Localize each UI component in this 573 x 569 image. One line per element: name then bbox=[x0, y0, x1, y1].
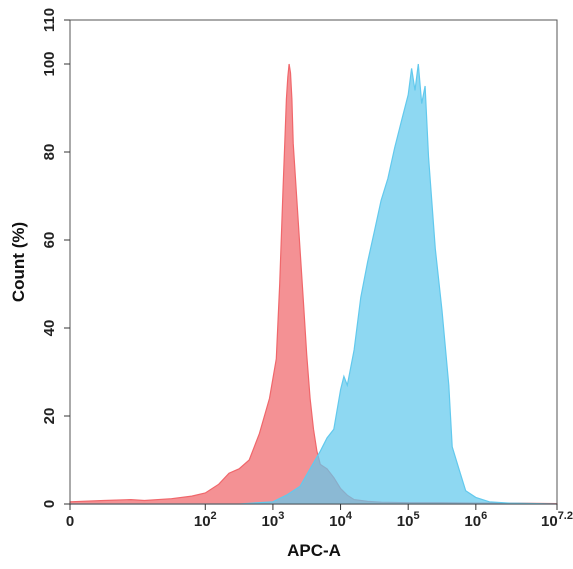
x-tick-label: 106 bbox=[464, 510, 487, 530]
x-tick-label: 104 bbox=[329, 510, 353, 530]
series-1-area bbox=[69, 63, 558, 505]
y-axis-label: Count (%) bbox=[9, 222, 28, 302]
x-tick-label: 105 bbox=[397, 510, 420, 530]
y-tick-label: 110 bbox=[41, 8, 58, 32]
y-tick-label: 80 bbox=[41, 144, 58, 161]
y-tick-label: 100 bbox=[41, 51, 58, 76]
y-tick-label: 20 bbox=[41, 408, 58, 425]
x-tick-label: 103 bbox=[262, 510, 285, 530]
series-2-area bbox=[70, 63, 558, 505]
y-tick-label: 40 bbox=[41, 320, 58, 337]
axes-layer: 0 102 103 104 105 106 107.2 0 20 40 60 80 100 110 bbox=[41, 8, 573, 530]
x-tick-label: 107.2 bbox=[541, 510, 573, 530]
y-tick-label: 60 bbox=[41, 232, 58, 249]
series-layer bbox=[69, 63, 558, 505]
plot-frame bbox=[69, 19, 558, 505]
x-tick-label: 0 bbox=[66, 513, 74, 530]
x-axis-label: APC-A bbox=[287, 541, 341, 560]
x-tick-label: 102 bbox=[194, 510, 217, 530]
y-tick-label: 0 bbox=[41, 500, 58, 508]
